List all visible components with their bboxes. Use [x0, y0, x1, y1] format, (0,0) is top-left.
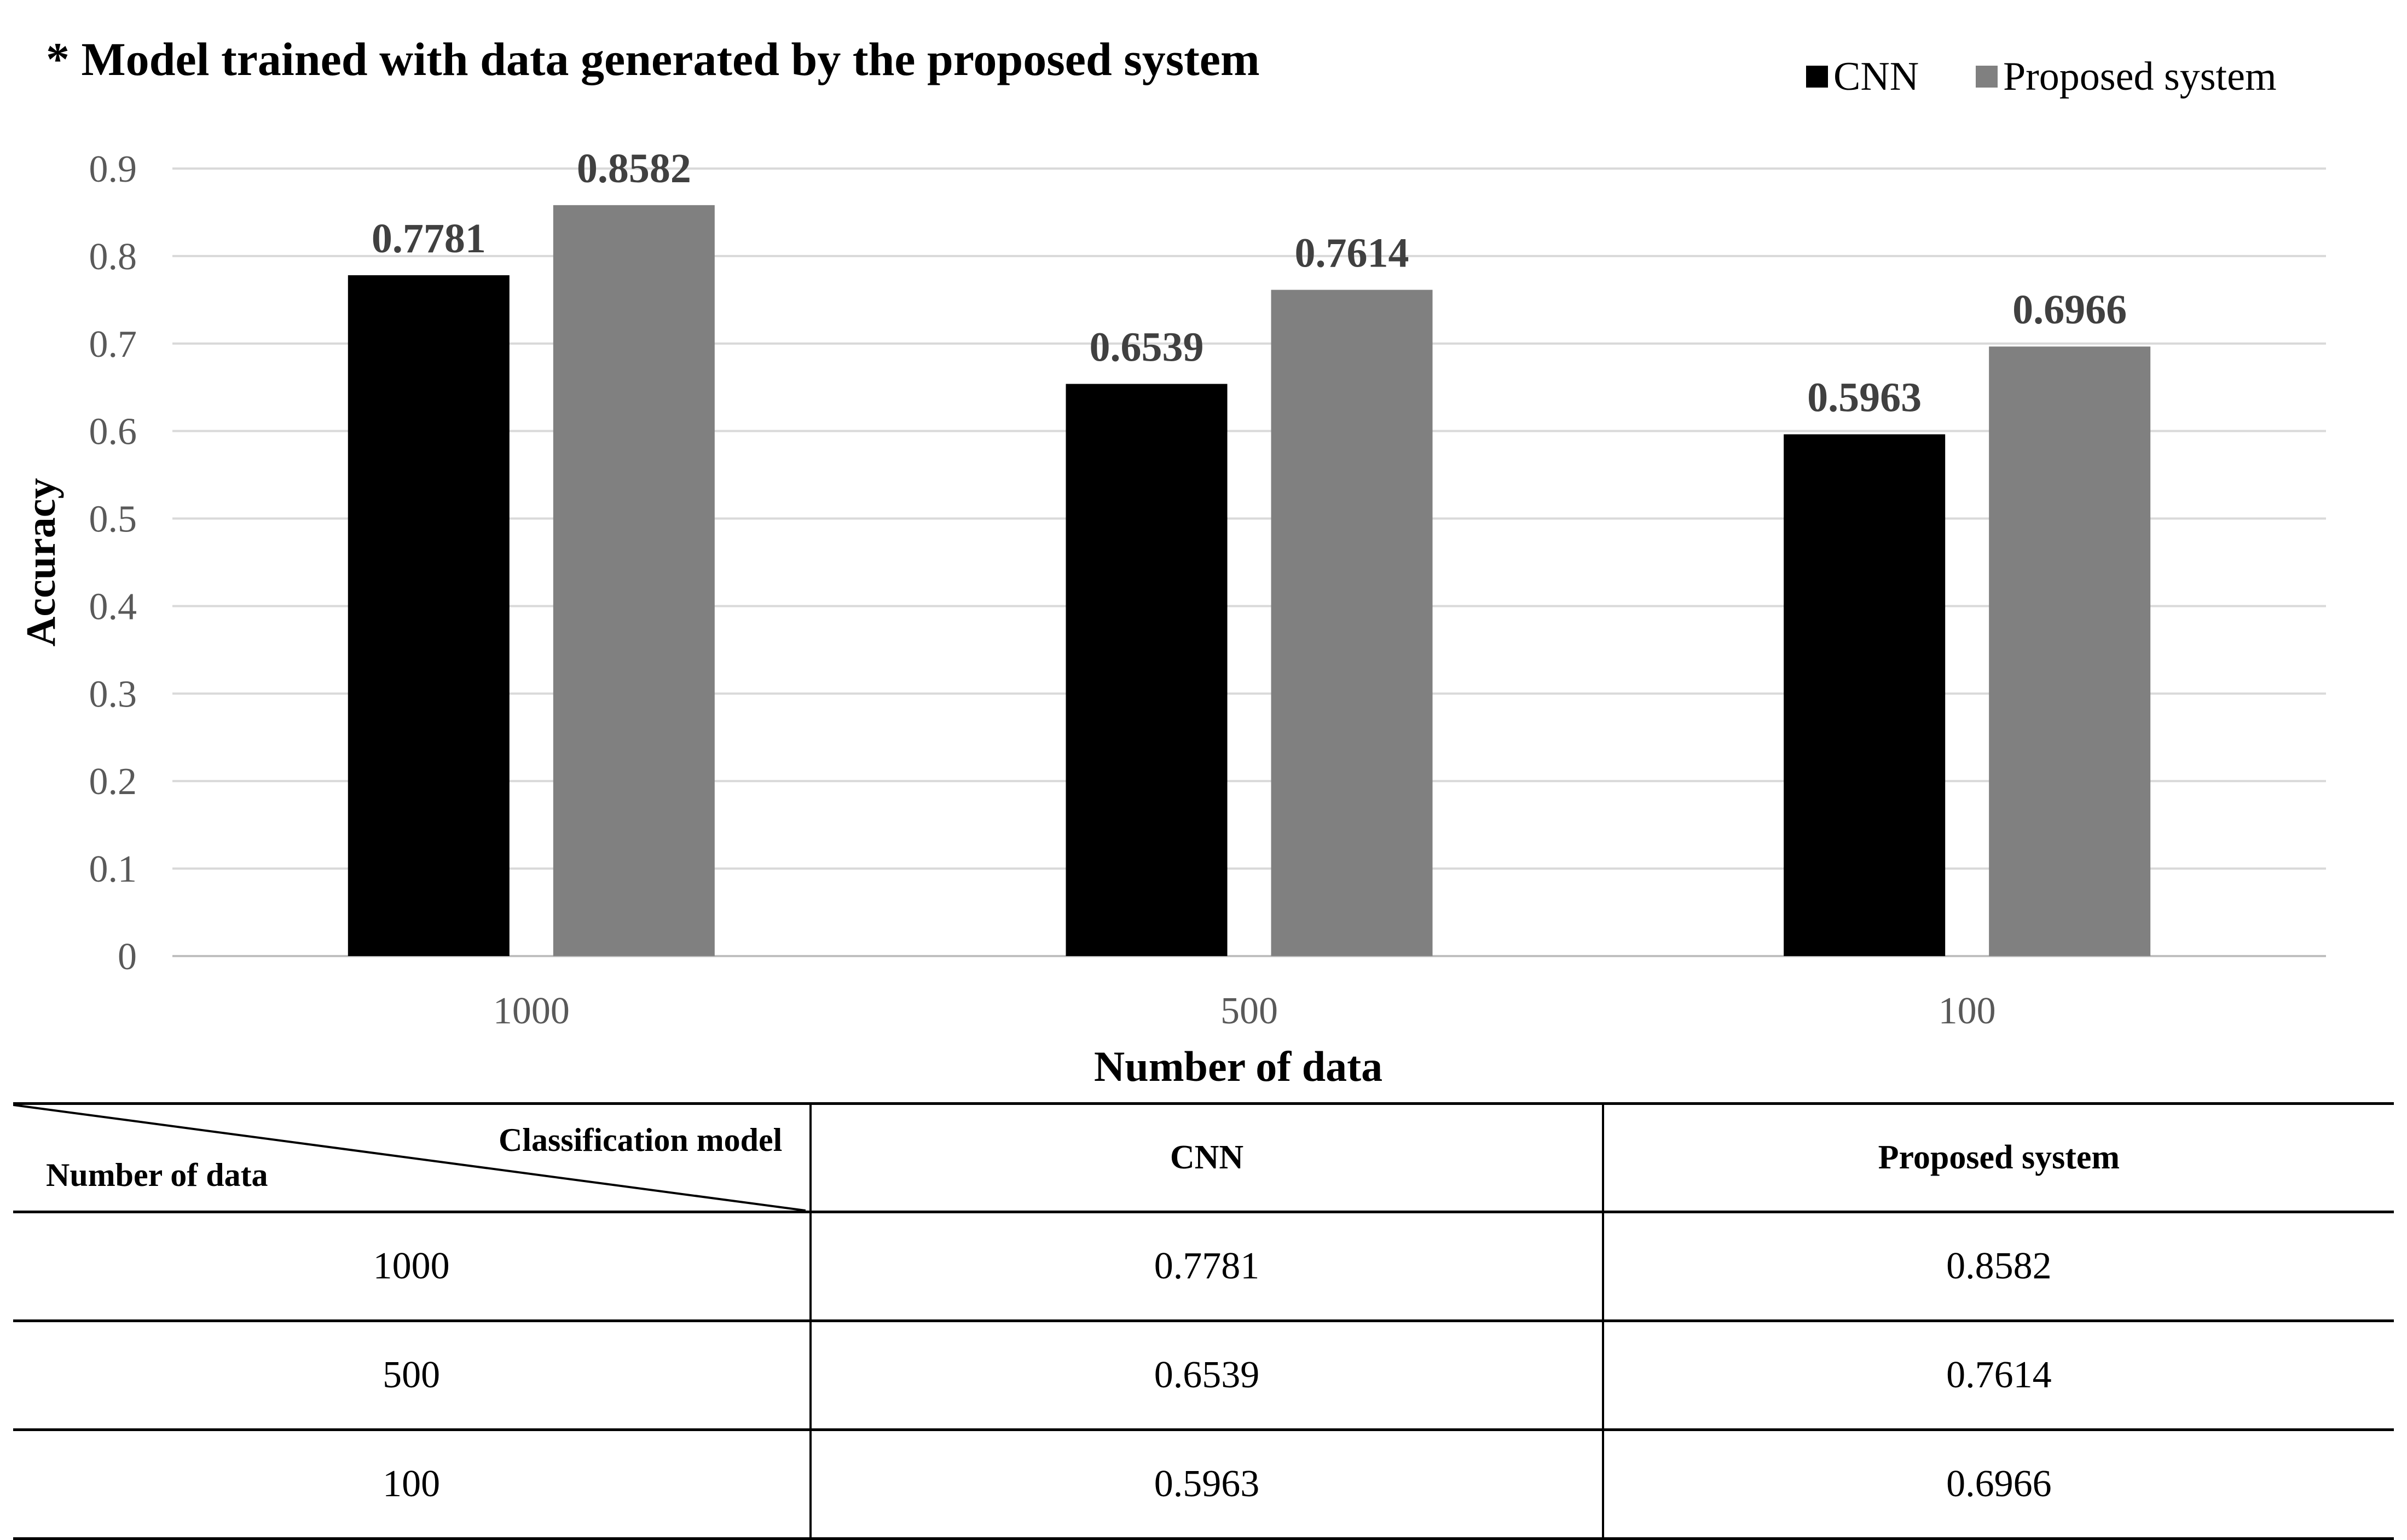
corner-diagonal	[13, 1105, 806, 1211]
table-corner-cell: Classification model Number of data	[13, 1102, 811, 1213]
table-cell: 0.5963	[809, 1429, 1603, 1540]
y-tick-label: 0.6	[89, 411, 137, 453]
corner-label-number: Number of data	[46, 1157, 268, 1193]
table-cell: 500	[13, 1321, 811, 1431]
bar-chart: * Model trained with data generated by t…	[18, 33, 2326, 1089]
table-cell: 0.8582	[1601, 1212, 2394, 1322]
bar	[348, 275, 510, 956]
corner-label-model: Classification model	[499, 1122, 783, 1158]
chart-plot-area: 0 0.1 0.2 0.3 0.4 0.5 0.6 0.7 0.8 0.9 Accuracy Numb…	[18, 146, 2326, 1089]
bar	[1066, 384, 1228, 956]
table-cell: 0.7614	[1601, 1321, 2394, 1431]
y-tick-label: 0.2	[89, 761, 137, 803]
legend-swatch-cnn	[1806, 66, 1828, 88]
y-tick-label: 0.5	[89, 499, 137, 541]
table-cell: 0.7781	[809, 1212, 1603, 1322]
table-cell: 1000	[13, 1212, 811, 1322]
x-tick-label: 500	[1220, 990, 1278, 1032]
table-header-row: Classification model Number of data CNN …	[13, 1102, 2394, 1213]
data-label: 0.6539	[1090, 324, 1204, 370]
y-axis-label: Accuracy	[18, 478, 64, 646]
bar	[553, 205, 715, 957]
bar	[1271, 290, 1433, 957]
data-label: 0.8582	[577, 146, 691, 192]
y-tick-label: 0.4	[89, 586, 137, 628]
y-tick-label: 0.7	[89, 323, 137, 366]
x-axis-label: Number of data	[1094, 1043, 1382, 1089]
legend-item-cnn: CNN	[1806, 54, 1919, 99]
data-label: 0.7614	[1295, 230, 1409, 276]
y-tick-label: 0.9	[89, 148, 137, 190]
table-row: 100 0.5963 0.6966	[13, 1429, 2394, 1540]
y-tick-label: 0.1	[89, 848, 137, 890]
x-tick-label: 1000	[493, 990, 570, 1032]
legend-label-cnn: CNN	[1833, 54, 1919, 99]
legend-item-proposed: Proposed system	[1976, 54, 2277, 99]
chart-title: * Model trained with data generated by t…	[46, 33, 1260, 85]
bar	[1989, 346, 2151, 956]
y-tick-label: 0.3	[89, 673, 137, 715]
data-label: 0.7781	[372, 216, 486, 262]
table-cell: 100	[13, 1429, 811, 1540]
y-tick-label: 0	[118, 936, 137, 978]
bar	[1784, 434, 1946, 956]
table-row: 1000 0.7781 0.8582	[13, 1212, 2394, 1322]
legend-swatch-proposed	[1976, 66, 1998, 88]
table-cell: 0.6539	[809, 1321, 1603, 1431]
table-header-proposed: Proposed system	[1601, 1102, 2394, 1213]
data-label: 0.5963	[1807, 375, 1922, 421]
data-label: 0.6966	[2012, 287, 2127, 333]
legend-label-proposed: Proposed system	[2003, 54, 2277, 99]
x-tick-label: 100	[1939, 990, 1996, 1032]
results-grid: Classification model Number of data CNN …	[13, 1102, 2394, 1540]
table-cell: 0.6966	[1601, 1429, 2394, 1540]
results-table: Classification model Number of data CNN …	[13, 1102, 2394, 1540]
table-header-cnn: CNN	[809, 1102, 1603, 1213]
table-row: 500 0.6539 0.7614	[13, 1321, 2394, 1431]
y-tick-label: 0.8	[89, 236, 137, 278]
